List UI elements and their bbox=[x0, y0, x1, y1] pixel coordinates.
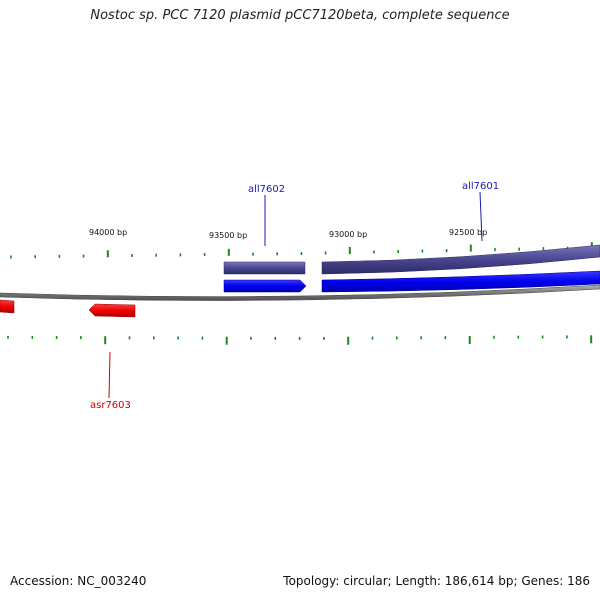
scale-ticks-outer bbox=[10, 242, 593, 259]
scale-label-93500: 93500 bp bbox=[209, 231, 247, 240]
gene-arrow-all7602-outer[interactable] bbox=[223, 261, 306, 275]
map-title: Nostoc sp. PCC 7120 plasmid pCC7120beta,… bbox=[90, 8, 510, 23]
callout-line-asr7603 bbox=[108, 351, 111, 399]
gene-label-all7601[interactable]: all7601 bbox=[462, 181, 499, 192]
gene-arrow-all7601-outer[interactable] bbox=[321, 244, 600, 275]
accession-text: Accession: NC_003240 bbox=[10, 574, 147, 588]
gene-arrow-all7601[interactable] bbox=[321, 270, 600, 293]
gene-arrow-asr7603[interactable] bbox=[88, 303, 136, 318]
gene-arrow-reverse-edge[interactable] bbox=[0, 299, 15, 314]
plasmid-map-canvas: 94000 bp 93500 bp 93000 bp 92500 bp all7… bbox=[0, 181, 600, 411]
callout-line-all7601 bbox=[479, 191, 483, 242]
summary-text: Topology: circular; Length: 186,614 bp; … bbox=[283, 574, 590, 588]
gene-label-all7602[interactable]: all7602 bbox=[248, 184, 285, 195]
scale-ticks-inner bbox=[7, 335, 593, 345]
gene-label-asr7603[interactable]: asr7603 bbox=[90, 400, 131, 411]
scale-label-94000: 94000 bp bbox=[89, 228, 127, 237]
scale-label-92500: 92500 bp bbox=[449, 228, 487, 237]
scale-label-93000: 93000 bp bbox=[329, 230, 367, 239]
plasmid-backbone bbox=[0, 284, 600, 301]
gene-arrow-all7602[interactable] bbox=[223, 279, 307, 293]
